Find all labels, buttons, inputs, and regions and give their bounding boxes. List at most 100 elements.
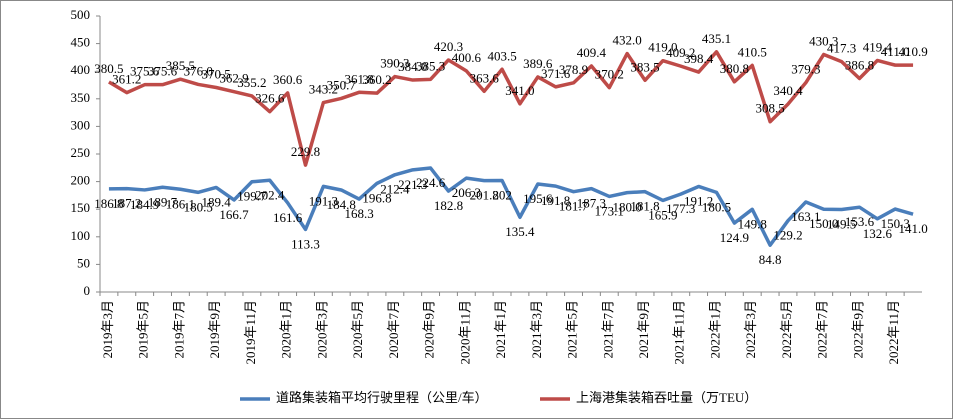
data-label: 191.8 — [541, 193, 570, 208]
data-label: 376.0 — [184, 63, 213, 78]
data-label: 371.6 — [541, 66, 571, 81]
data-label: 195.6 — [523, 191, 553, 206]
data-label: 363.6 — [470, 70, 500, 85]
x-tick-label: 2020年1月 — [279, 300, 294, 359]
data-label: 380.8 — [720, 61, 749, 76]
data-label: 420.3 — [434, 39, 463, 54]
data-label: 379.3 — [791, 62, 820, 77]
data-label: 165.9 — [648, 207, 677, 222]
x-tick-label: 2021年7月 — [600, 300, 615, 359]
data-label: 389.6 — [523, 56, 553, 71]
x-tick-label: 2020年11月 — [457, 300, 472, 365]
data-label: 410.9 — [898, 44, 927, 59]
x-tick-label: 2020年5月 — [350, 300, 365, 359]
x-tick-label: 2022年11月 — [886, 300, 901, 365]
data-label: 308.5 — [755, 101, 784, 116]
data-label: 180.5 — [184, 199, 213, 214]
data-label: 181.8 — [630, 199, 659, 214]
data-label: 375.6 — [148, 64, 178, 79]
data-label: 201.8 — [470, 188, 499, 203]
x-tick-label: 2022年1月 — [707, 300, 722, 359]
data-label: 386.8 — [845, 57, 874, 72]
data-label: 362.9 — [219, 71, 248, 86]
data-label: 350.7 — [327, 77, 357, 92]
data-label: 417.3 — [827, 41, 856, 56]
y-tick-label: 400 — [71, 62, 91, 77]
x-tick-label: 2020年9月 — [422, 300, 437, 359]
data-label: 410.5 — [738, 44, 767, 59]
data-label: 370.5 — [202, 66, 231, 81]
data-label: 149.8 — [738, 216, 767, 231]
x-tick-label: 2019年9月 — [207, 300, 222, 359]
data-label: 435.1 — [702, 31, 731, 46]
data-label: 202 — [492, 187, 512, 202]
data-label: 398.4 — [684, 51, 714, 66]
y-tick-label: 500 — [71, 7, 91, 22]
y-tick-label: 250 — [71, 145, 91, 160]
x-tick-label: 2022年5月 — [779, 300, 794, 359]
data-label: 153.6 — [845, 214, 875, 229]
data-label: 432.0 — [613, 33, 642, 48]
y-tick-label: 350 — [71, 90, 91, 105]
data-label: 180.0 — [613, 200, 642, 215]
data-label: 409.2 — [666, 45, 695, 60]
x-tick-label: 2021年11月 — [672, 300, 687, 365]
data-label: 212.4 — [380, 182, 410, 197]
data-label: 166.7 — [219, 207, 249, 222]
y-tick-label: 0 — [84, 283, 91, 298]
y-tick-label: 150 — [71, 200, 91, 215]
data-label: 189.7 — [148, 194, 178, 209]
data-label: 141.0 — [898, 221, 927, 236]
data-label: 135.4 — [505, 224, 535, 239]
data-label: 221.3 — [398, 177, 427, 192]
x-tick-label: 2019年7月 — [171, 300, 186, 359]
data-label: 187.2 — [112, 196, 141, 211]
data-label: 196.8 — [362, 190, 391, 205]
series-line — [108, 50, 914, 167]
data-label: 163.1 — [791, 209, 820, 224]
data-label: 84.8 — [759, 252, 782, 267]
legend-label: 道路集装箱平均行驶里程（公里/车） — [276, 390, 488, 405]
data-label: 180.5 — [702, 199, 731, 214]
data-label: 361.8 — [344, 71, 373, 86]
x-tick-label: 2021年3月 — [529, 300, 544, 359]
data-label: 173.1 — [595, 203, 624, 218]
data-label: 113.3 — [291, 236, 320, 251]
x-tick-label: 2020年7月 — [386, 300, 401, 359]
data-label: 189.4 — [202, 194, 232, 209]
data-label: 378.9 — [559, 62, 588, 77]
series-line — [108, 166, 914, 247]
legend-label: 上海港集装箱吞吐量（万TEU） — [576, 390, 757, 405]
x-tick-label: 2021年9月 — [636, 300, 651, 359]
data-label: 168.3 — [344, 206, 373, 221]
data-label: 129.2 — [773, 228, 802, 243]
data-label: 184.8 — [327, 197, 356, 212]
data-label: 150.3 — [881, 216, 910, 231]
data-label: 361.2 — [112, 72, 141, 87]
data-label: 409.4 — [577, 45, 607, 60]
y-tick-label: 450 — [71, 35, 91, 50]
data-label: 150.0 — [809, 216, 838, 231]
data-label: 191.2 — [684, 193, 713, 208]
x-tick-label: 2019年5月 — [136, 300, 151, 359]
data-label: 124.9 — [720, 230, 749, 245]
data-label: 385.5 — [166, 58, 195, 73]
data-label: 341.0 — [505, 83, 534, 98]
data-label: 384.0 — [398, 59, 427, 74]
data-label: 419.4 — [863, 39, 893, 54]
data-label: 191.3 — [309, 193, 338, 208]
data-label: 149.5 — [827, 216, 856, 231]
data-label: 187.3 — [577, 196, 606, 211]
data-label: 385.3 — [416, 58, 445, 73]
data-label: 186.8 — [94, 196, 123, 211]
data-label: 400.6 — [452, 50, 482, 65]
data-label: 411.0 — [881, 44, 910, 59]
x-tick-label: 2022年7月 — [815, 300, 830, 359]
data-label: 181.7 — [559, 199, 589, 214]
x-tick-label: 2019年3月 — [100, 300, 115, 359]
data-label: 343.2 — [309, 82, 338, 97]
data-label: 403.5 — [487, 48, 516, 63]
x-tick-label: 2021年5月 — [565, 300, 580, 359]
